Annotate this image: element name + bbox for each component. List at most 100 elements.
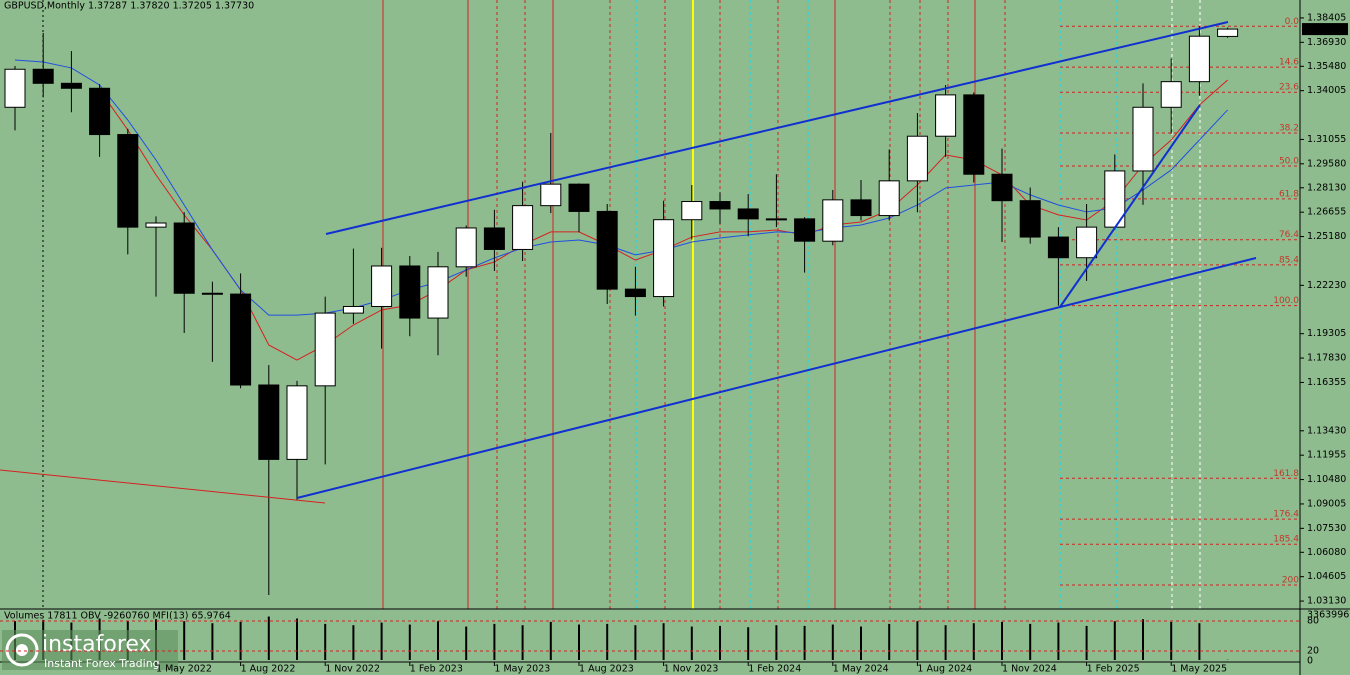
fib-label: 50.0 — [1279, 156, 1299, 166]
volume-tick-label: 3363996 — [1307, 610, 1349, 621]
candle-body — [512, 205, 534, 250]
fib-label: 76.4 — [1279, 230, 1299, 240]
candle-body — [286, 385, 308, 460]
candle-body — [173, 222, 195, 294]
fib-label: 200 — [1282, 576, 1299, 586]
y-tick-label: 1.17830 — [1307, 353, 1346, 364]
x-tick-label: 1 Nov 2023 — [664, 664, 719, 675]
candle-body — [653, 219, 675, 298]
candle-body — [89, 87, 111, 136]
fib-label: 185.4 — [1273, 535, 1299, 545]
mfi-tick-label: 80 — [1307, 616, 1319, 627]
y-tick-label: 1.03130 — [1307, 596, 1346, 607]
candle-body — [935, 94, 957, 137]
candle-body — [1217, 28, 1239, 37]
y-tick-label: 1.19305 — [1307, 328, 1346, 339]
time-markers — [42, 0, 1201, 609]
y-tick-label: 1.34005 — [1307, 85, 1346, 96]
candle-body — [32, 68, 54, 84]
x-tick-label: 1 Aug 2022 — [241, 664, 296, 675]
x-tick-label: 1 Feb 2024 — [748, 664, 801, 675]
x-tick-label: 1 Nov 2024 — [1002, 664, 1057, 675]
fib-label: 61.8 — [1279, 189, 1299, 199]
candle-body — [1076, 226, 1098, 259]
candle-body — [878, 180, 900, 217]
y-tick-label: 1.09005 — [1307, 498, 1346, 509]
candle-body — [1019, 200, 1041, 238]
y-tick-label: 1.28130 — [1307, 182, 1346, 193]
logo: instaforex Instant Forex Trading — [2, 630, 178, 670]
mfi-tick-label: 0 — [1307, 656, 1313, 667]
x-tick-label: 1 Aug 2024 — [917, 664, 972, 675]
candle-body — [371, 265, 393, 307]
fib-label: 0.0 — [1285, 17, 1300, 27]
x-tick-label: 1 Nov 2022 — [325, 664, 380, 675]
marks — [4, 25, 1300, 660]
y-tick-label: 1.29580 — [1307, 158, 1346, 169]
candle-body — [314, 312, 336, 387]
y-tick-label: 1.25180 — [1307, 231, 1346, 242]
trend-lines — [0, 21, 1257, 504]
candle-body — [258, 384, 280, 460]
y-tick-label: 1.35480 — [1307, 61, 1346, 72]
y-tick-label: 1.04605 — [1307, 571, 1346, 582]
candle-body — [117, 134, 139, 228]
candle-body — [399, 265, 421, 319]
candle-body — [1047, 236, 1069, 259]
y-tick-label: 1.06080 — [1307, 547, 1346, 558]
candle-body — [1188, 35, 1210, 83]
y-tick-label: 1.10480 — [1307, 474, 1346, 485]
y-tick-label: 1.16355 — [1307, 377, 1346, 388]
candle-body — [906, 135, 928, 182]
candle-body — [765, 218, 787, 221]
candle-body — [230, 293, 252, 386]
fib-label: 38.2 — [1279, 124, 1299, 134]
candle-body — [963, 94, 985, 175]
x-tick-label: 1 May 2023 — [494, 664, 550, 675]
candle-body — [568, 183, 590, 212]
candle-body — [737, 208, 759, 220]
indicator-line — [14, 59, 1228, 316]
candle-body — [455, 227, 477, 268]
x-tick-label: 1 Feb 2023 — [410, 664, 463, 675]
y-tick-label: 1.07530 — [1307, 523, 1346, 534]
x-tick-label: 1 Feb 2025 — [1087, 664, 1140, 675]
x-tick-label: 1 Aug 2023 — [579, 664, 634, 675]
fib-label: 161.8 — [1273, 469, 1299, 479]
candle-body — [1160, 81, 1182, 108]
y-tick-label: 1.36930 — [1307, 37, 1346, 48]
candle-body — [991, 173, 1013, 202]
y-tick-label: 1.38405 — [1307, 12, 1346, 23]
candle-body — [822, 199, 844, 242]
fib-label: 14.6 — [1279, 58, 1299, 68]
fib-label: 23.6 — [1279, 83, 1299, 93]
candle-body — [145, 222, 167, 228]
candle-body — [201, 292, 223, 295]
y-tick-label: 1.26655 — [1307, 207, 1346, 218]
candle-body — [681, 201, 703, 221]
price-box — [1302, 23, 1348, 36]
candle-body — [794, 218, 816, 242]
x-tick-label: 1 May 2025 — [1171, 664, 1227, 675]
chart-title: GBPUSD,Monthly 1.37287 1.37820 1.37205 1… — [4, 1, 254, 12]
fib-label: 100.0 — [1273, 296, 1299, 306]
candle-body — [1132, 106, 1154, 172]
y-tick-label: 1.31055 — [1307, 134, 1346, 145]
brand: instaforex — [42, 632, 152, 657]
y-tick-label: 1.22230 — [1307, 280, 1346, 291]
tagline: Instant Forex Trading — [44, 657, 160, 670]
candle-body — [4, 68, 26, 108]
candle-body — [540, 183, 562, 207]
candle-body — [850, 199, 872, 217]
candle-body — [483, 227, 505, 250]
y-tick-label: 1.11955 — [1307, 450, 1346, 461]
volume-header: Volumes 17811 OBV -9260760 MFI(13) 65.97… — [4, 611, 231, 622]
mfi-tick-label: 20 — [1307, 646, 1319, 657]
fib-label: 85.4 — [1279, 255, 1299, 265]
fib-label: 176.4 — [1273, 510, 1299, 520]
last-price: 1.37730 — [1307, 24, 1346, 35]
x-tick-label: 1 May 2022 — [156, 664, 212, 675]
candle-body — [709, 201, 731, 210]
